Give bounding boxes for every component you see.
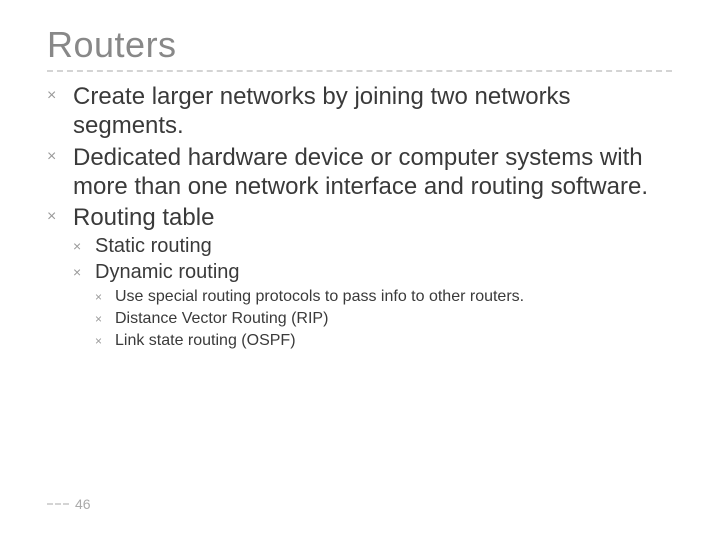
footer-rule-left bbox=[47, 503, 69, 505]
bullet-marker-icon: × bbox=[95, 331, 115, 352]
bullet-marker-icon: × bbox=[95, 309, 115, 330]
title-underline bbox=[47, 70, 672, 72]
bullet-marker-icon: × bbox=[73, 234, 95, 259]
footer: 46 bbox=[47, 496, 97, 512]
bullet-marker-icon: × bbox=[47, 82, 73, 141]
bullet-text: Use special routing protocols to pass in… bbox=[115, 287, 677, 308]
bullet-text: Create larger networks by joining two ne… bbox=[73, 82, 677, 141]
bullet-marker-icon: × bbox=[73, 260, 95, 285]
slide: Routers × Create larger networks by join… bbox=[0, 0, 720, 540]
bullet-text: Static routing bbox=[95, 234, 677, 259]
bullet-level1: × Dedicated hardware device or computer … bbox=[47, 143, 677, 202]
bullet-text: Dedicated hardware device or computer sy… bbox=[73, 143, 677, 202]
bullet-level3: × Distance Vector Routing (RIP) bbox=[95, 309, 677, 330]
bullet-marker-icon: × bbox=[95, 287, 115, 308]
page-number: 46 bbox=[75, 496, 91, 512]
bullet-text: Dynamic routing bbox=[95, 260, 677, 285]
content-area: × Create larger networks by joining two … bbox=[47, 82, 677, 353]
bullet-level3: × Link state routing (OSPF) bbox=[95, 331, 677, 352]
slide-title: Routers bbox=[47, 24, 177, 66]
bullet-text: Distance Vector Routing (RIP) bbox=[115, 309, 677, 330]
bullet-level3: × Use special routing protocols to pass … bbox=[95, 287, 677, 308]
bullet-text: Link state routing (OSPF) bbox=[115, 331, 677, 352]
level2-group: × Static routing × Dynamic routing × Use… bbox=[73, 234, 677, 351]
bullet-level1: × Create larger networks by joining two … bbox=[47, 82, 677, 141]
level3-group: × Use special routing protocols to pass … bbox=[95, 287, 677, 351]
bullet-marker-icon: × bbox=[47, 203, 73, 232]
bullet-level2: × Static routing bbox=[73, 234, 677, 259]
bullet-text: Routing table bbox=[73, 203, 677, 232]
bullet-level1: × Routing table bbox=[47, 203, 677, 232]
bullet-level2: × Dynamic routing bbox=[73, 260, 677, 285]
bullet-marker-icon: × bbox=[47, 143, 73, 202]
